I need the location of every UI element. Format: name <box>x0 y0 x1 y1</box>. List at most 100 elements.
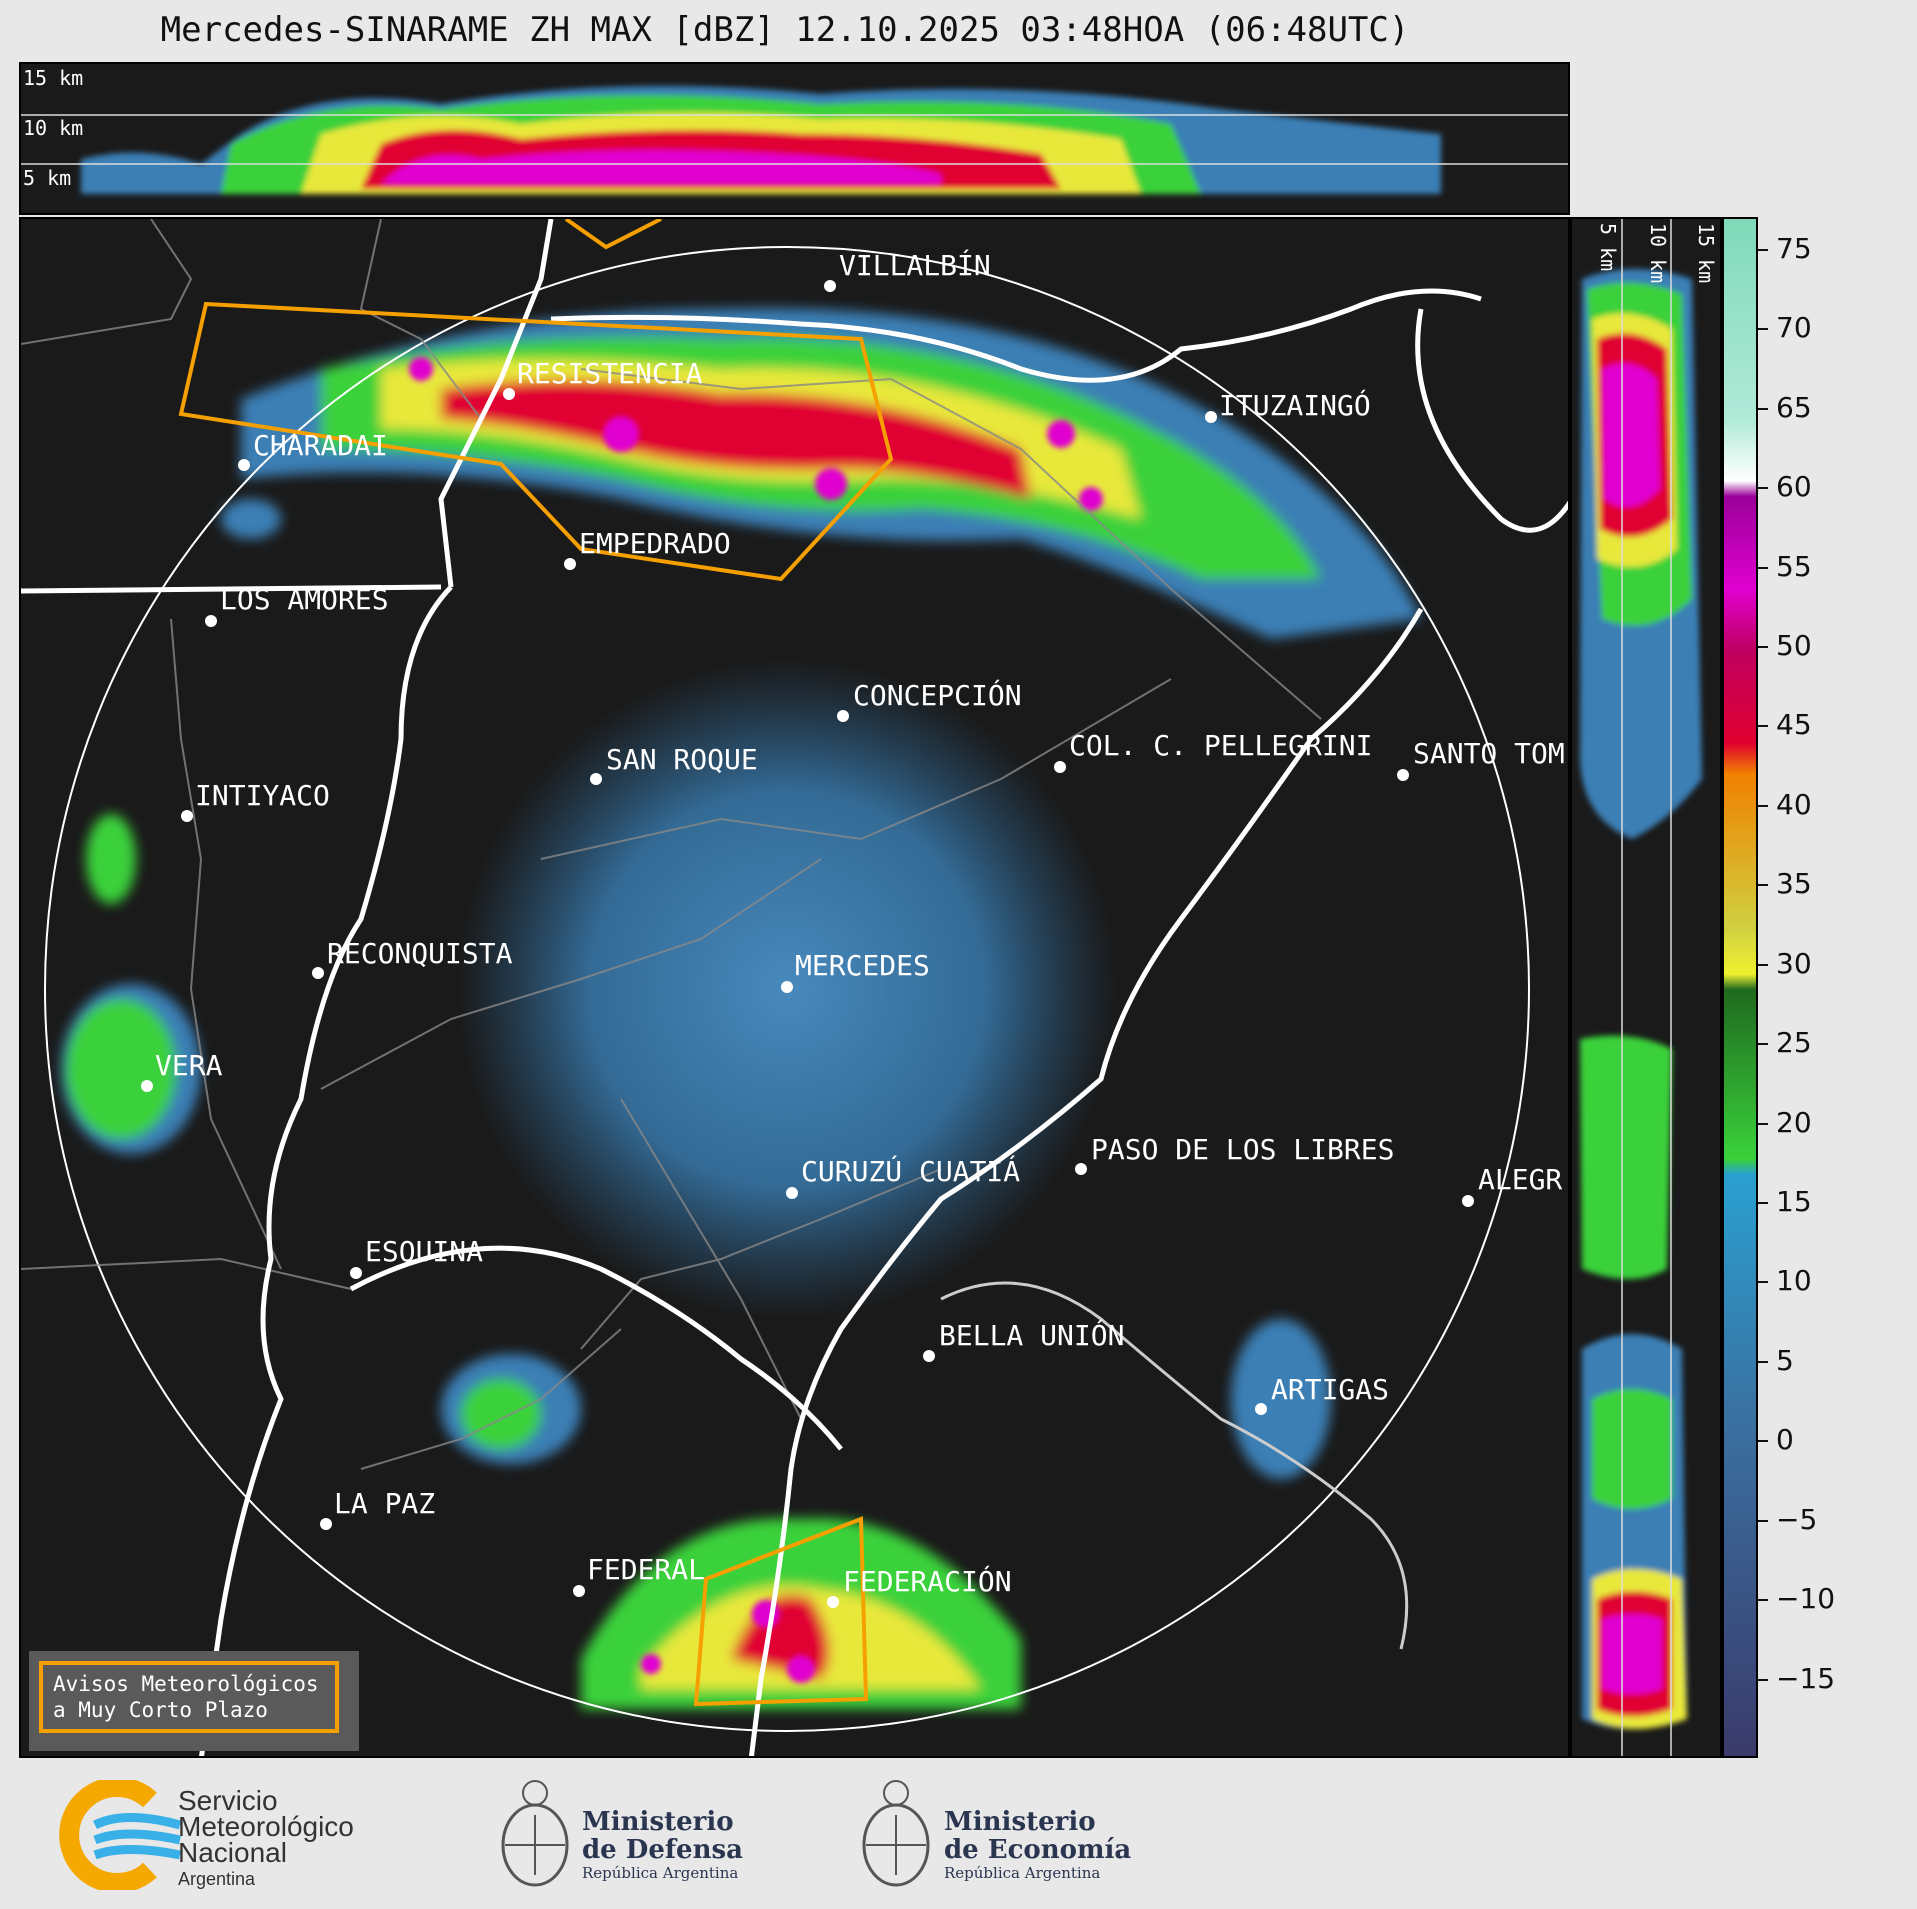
colorbar-tick-label: −15 <box>1758 1662 1835 1695</box>
top-alt-label-5: 5 km <box>23 166 72 190</box>
country-borders <box>21 219 1568 1756</box>
radar-map-panel: VILLALBÍN RESISTENCIA ITUZAINGÓ CHARADAI… <box>19 217 1570 1758</box>
warning-legend-line1: Avisos Meteorológicos <box>53 1672 319 1696</box>
colorbar-tick-label: 30 <box>1758 947 1812 980</box>
city-dot-bella-union <box>923 1350 935 1362</box>
city-label-reconquista: RECONQUISTA <box>327 937 513 970</box>
colorbar-tick-label: 65 <box>1758 391 1812 424</box>
city-dot-mercedes <box>781 981 793 993</box>
city-dot-san-roque <box>590 773 602 785</box>
city-dot-santo-tome <box>1397 769 1409 781</box>
city-dot-reconquista <box>312 967 324 979</box>
logo-bar: Servicio Meteorológico Nacional Argentin… <box>0 1760 1917 1909</box>
smn-line4: Argentina <box>178 1869 256 1889</box>
city-dot-federal <box>573 1585 585 1597</box>
city-dot-empedrado <box>564 558 576 570</box>
side-cross-section-panel: 5 km 10 km 15 km <box>1570 217 1722 1758</box>
city-label-federacion: FEDERACIÓN <box>843 1565 1012 1598</box>
side-cross-section-echo <box>1580 219 1702 1756</box>
economia-logo-text: Ministerio de Economía República Argenti… <box>944 1808 1131 1882</box>
city-dot-artigas <box>1255 1403 1267 1415</box>
warning-polygons <box>178 219 894 1707</box>
colorbar-tick-label: 25 <box>1758 1026 1812 1059</box>
side-alt-label-10: 10 km <box>1646 223 1670 284</box>
colorbar-tick-label: 50 <box>1758 629 1812 662</box>
colorbar-tick-label: 45 <box>1758 708 1812 741</box>
colorbar-tick-label: 15 <box>1758 1185 1812 1218</box>
colorbar-tick-label: −5 <box>1758 1503 1817 1536</box>
top-alt-label-15: 15 km <box>23 66 84 90</box>
smn-logo-text: Servicio Meteorológico Nacional Argentin… <box>178 1785 354 1892</box>
city-dot-paso-de-los-libres <box>1075 1163 1087 1175</box>
city-label-federal: FEDERAL <box>587 1553 706 1586</box>
city-dot-col-c-pellegrini <box>1054 761 1066 773</box>
colorbar-tick-label: 20 <box>1758 1106 1812 1139</box>
city-label-villalbin: VILLALBÍN <box>839 249 991 282</box>
colorbar-tick-label: 55 <box>1758 550 1812 583</box>
colorbar-tick-label: 0 <box>1758 1423 1794 1456</box>
side-alt-label-5: 5 km <box>1596 223 1620 272</box>
city-dot-villalbin <box>824 280 836 292</box>
warning-legend-line2: a Muy Corto Plazo <box>53 1698 268 1722</box>
colorbar-tick-label: 10 <box>1758 1264 1812 1297</box>
city-label-charadai: CHARADAI <box>253 429 388 462</box>
economia-line2: de Economía <box>944 1835 1132 1865</box>
city-dot-curuzu-cuatia <box>786 1187 798 1199</box>
uruguay-border <box>940 1281 1409 1650</box>
province-borders <box>21 219 1322 1470</box>
city-label-intiyaco: INTIYACO <box>195 779 330 812</box>
southern-storm <box>441 1319 1331 1709</box>
top-alt-label-10: 10 km <box>23 116 84 140</box>
warning-legend: Avisos Meteorológicos a Muy Corto Plazo <box>29 1651 359 1751</box>
city-label-ituzaingo: ITUZAINGÓ <box>1219 389 1371 422</box>
city-label-esquina: ESQUINA <box>365 1235 484 1268</box>
top-cross-section-echo <box>21 86 1568 194</box>
defensa-line1: Ministerio <box>582 1807 734 1837</box>
city-dot-ituzaingo <box>1205 411 1217 423</box>
city-dot-vera <box>141 1080 153 1092</box>
city-label-san-roque: SAN ROQUE <box>606 743 758 776</box>
city-label-mercedes: MERCEDES <box>795 949 930 982</box>
smn-logo-icon <box>59 1780 182 1890</box>
city-dot-esquina <box>350 1267 362 1279</box>
page-title: Mercedes-SINARAME ZH MAX [dBZ] 12.10.202… <box>160 10 1410 50</box>
defensa-line3: República Argentina <box>582 1864 739 1882</box>
city-label-col-c-pellegrini: COL. C. PELLEGRINI <box>1069 729 1373 762</box>
colorbar-tick-label: 75 <box>1758 232 1812 265</box>
smn-line3: Nacional <box>178 1837 287 1868</box>
colorbar-tick-label: −10 <box>1758 1582 1835 1615</box>
smn-line2: Meteorológico <box>178 1811 354 1842</box>
city-dot-federacion <box>827 1596 839 1608</box>
city-label-los-amores: LOS AMORES <box>220 583 389 616</box>
city-dot-charadai <box>238 459 250 471</box>
city-label-bella-union: BELLA UNIÓN <box>939 1319 1125 1352</box>
city-label-resistencia: RESISTENCIA <box>517 357 703 390</box>
city-label-santo-tome: SANTO TOM <box>1413 737 1565 770</box>
economia-line1: Ministerio <box>944 1807 1096 1837</box>
city-label-vera: VERA <box>155 1049 223 1082</box>
top-cross-section-panel: 15 km 10 km 5 km <box>19 62 1570 215</box>
defensa-logo-text: Ministerio de Defensa República Argentin… <box>582 1808 743 1882</box>
smn-line1: Servicio <box>178 1785 278 1816</box>
colorbar-ticks: 75 70 65 60 55 50 45 40 35 30 25 20 15 10 5 0 −5 −10 −15 <box>1758 217 1838 1758</box>
city-label-alegrete: ALEGR <box>1478 1163 1563 1196</box>
range-ring <box>44 246 1530 1732</box>
colorbar-tick-label: 40 <box>1758 788 1812 821</box>
defensa-seal-icon <box>501 1780 569 1887</box>
city-dot-concepcion <box>837 710 849 722</box>
colorbar-tick-label: 60 <box>1758 470 1812 503</box>
city-label-la-paz: LA PAZ <box>334 1487 436 1520</box>
dbz-colorbar-gradient <box>1724 219 1756 1756</box>
city-dot-alegrete <box>1462 1195 1474 1207</box>
dbz-colorbar <box>1722 217 1758 1758</box>
warning-legend-frame: Avisos Meteorológicos a Muy Corto Plazo <box>39 1661 339 1733</box>
colorbar-tick-label: 5 <box>1758 1344 1794 1377</box>
city-dot-intiyaco <box>181 810 193 822</box>
city-label-artigas: ARTIGAS <box>1271 1373 1390 1406</box>
city-label-empedrado: EMPEDRADO <box>579 527 731 560</box>
defensa-line2: de Defensa <box>582 1835 743 1865</box>
colorbar-tick-label: 70 <box>1758 311 1812 344</box>
city-dot-resistencia <box>503 388 515 400</box>
city-label-paso-de-los-libres: PASO DE LOS LIBRES <box>1091 1133 1395 1166</box>
city-label-concepcion: CONCEPCIÓN <box>853 679 1022 712</box>
